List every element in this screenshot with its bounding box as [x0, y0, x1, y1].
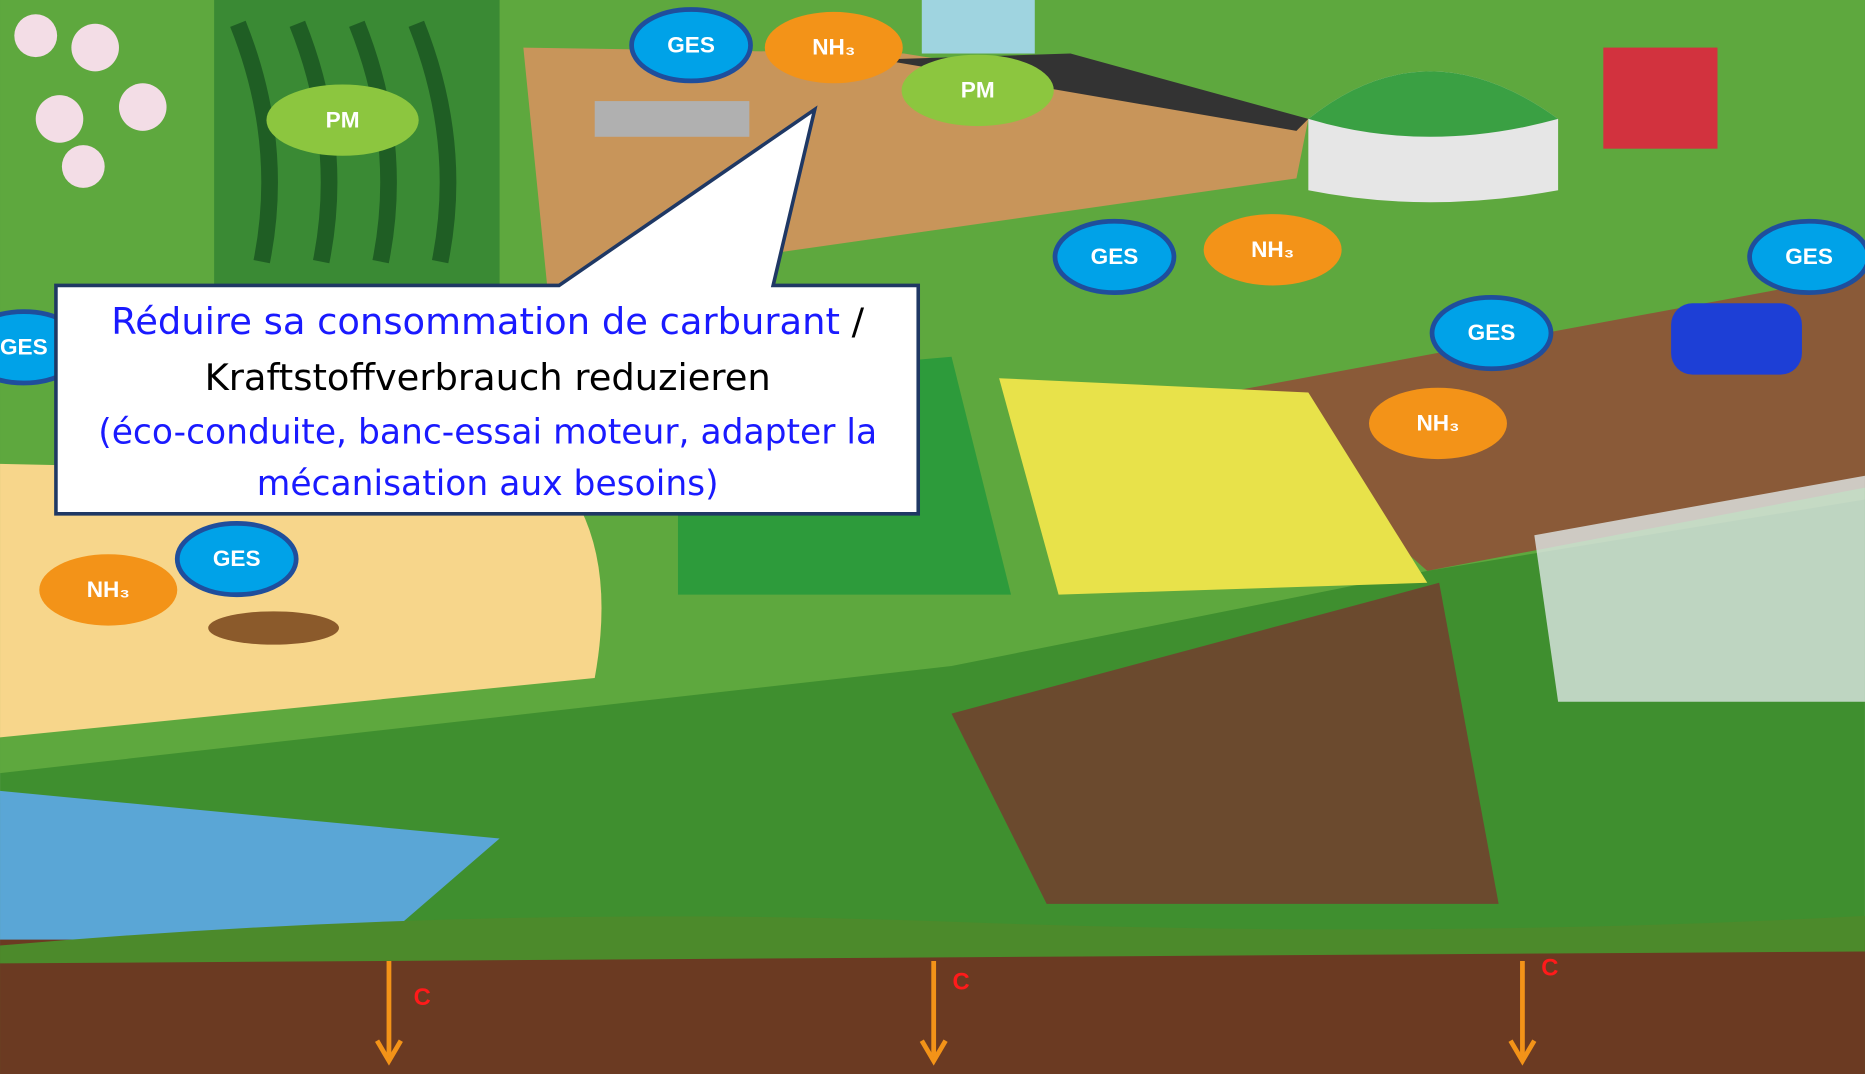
carbon-label: C — [414, 984, 431, 1011]
bubble-label: GES — [213, 546, 261, 571]
bubble-label: GES — [667, 32, 715, 57]
bubble-label: GES — [1091, 244, 1139, 269]
scene: GES NH₃ PM PM GES NH₃ GES GES NH₃ GES GES NH₃ C C C R… — [0, 0, 1865, 1074]
page: GES NH₃ PM PM GES NH₃ GES GES NH₃ GES GES NH₃ C C C R… — [0, 0, 1865, 1074]
title-fr: Réduire sa consommation de carburant — [111, 300, 840, 343]
tractor — [1671, 303, 1802, 374]
note-line: mécanisation aux besoins) — [257, 464, 719, 504]
carbon-label: C — [1541, 954, 1558, 981]
carbon-label: C — [952, 969, 969, 996]
bubble-label: NH₃ — [812, 35, 855, 60]
trough — [208, 611, 339, 644]
bubble-label: GES — [1785, 244, 1833, 269]
bubble-label: NH₃ — [1416, 411, 1459, 436]
separator: / — [852, 300, 865, 343]
title-de: Kraftstoffverbrauch reduzieren — [205, 356, 771, 399]
bubble-label: GES — [0, 334, 48, 359]
bubble-label: PM — [961, 78, 995, 103]
bubble-label: NH₃ — [87, 577, 130, 602]
spreader — [595, 101, 750, 137]
barn — [1603, 48, 1717, 149]
bubble-label: NH₃ — [1251, 237, 1294, 262]
note-line: (éco-conduite, banc-essai moteur, adapte… — [98, 413, 877, 453]
bubble-label: PM — [326, 107, 360, 132]
building — [922, 0, 1035, 54]
bubble-label: GES — [1468, 320, 1516, 345]
callout-title: Réduire sa consommation de carburant / — [111, 300, 864, 343]
